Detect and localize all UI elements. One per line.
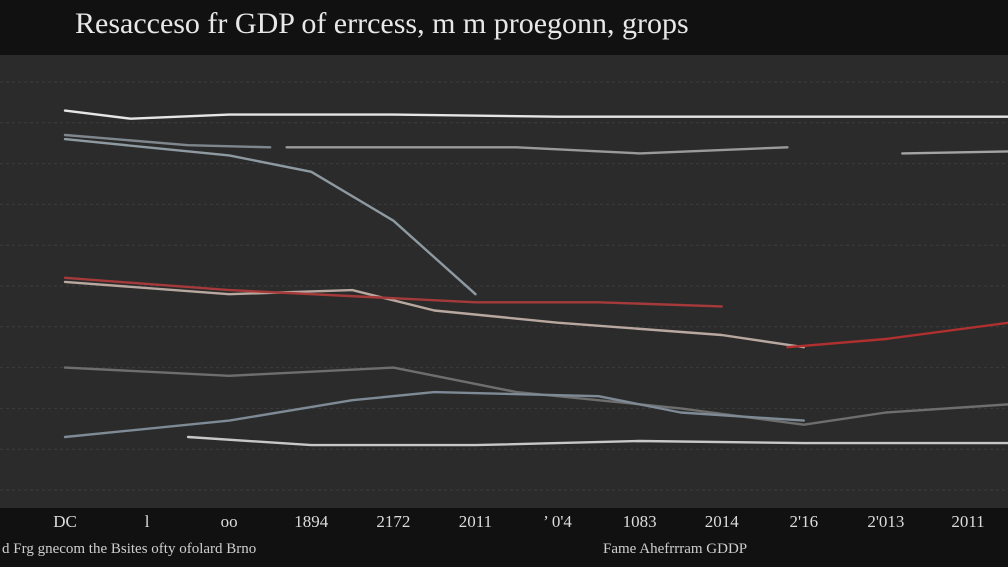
series-line-8 [786, 321, 1008, 349]
series-line-4 [285, 146, 789, 155]
x-tick-label: 2'013 [867, 512, 904, 531]
series-line-5 [901, 150, 1008, 155]
x-tick-label: 1083 [623, 512, 657, 531]
series-line-2 [63, 137, 477, 296]
x-tick-label: 2011 [951, 512, 984, 531]
x-tick-label: 2172 [376, 512, 410, 531]
x-tick-label: l [145, 512, 150, 531]
x-tick-label: 2'16 [790, 512, 819, 531]
series-line-3 [63, 133, 272, 149]
x-tick-label: 1894 [294, 512, 329, 531]
x-tick-label: 2011 [459, 512, 492, 531]
x-tick-label: DC [53, 512, 77, 531]
series-line-6 [63, 280, 805, 349]
x-tick-label: oo [221, 512, 238, 531]
x-axis-label: Fame Ahefrrram GDDP [603, 541, 747, 557]
x-axis-ticks: DC l oo 1894 2172 2011 ’ 0'4 1083 2014 2'16 2'013 2… [53, 512, 985, 531]
chart-footnote: d Frg gnecom the Bsites ofty ofolard Brn… [2, 541, 256, 557]
series-line-1 [63, 109, 1008, 120]
series-line-9 [63, 366, 1008, 426]
series-line-7 [63, 276, 723, 308]
x-tick-label: 2014 [705, 512, 740, 531]
chart-title: Resacceso fr GDP of errcess, m m proegon… [75, 7, 689, 40]
plot-area [0, 55, 1008, 508]
series-lines [63, 109, 1008, 447]
series-line-10 [63, 390, 805, 439]
x-tick-label: ’ 0'4 [543, 512, 572, 531]
series-line-11 [186, 435, 1008, 447]
